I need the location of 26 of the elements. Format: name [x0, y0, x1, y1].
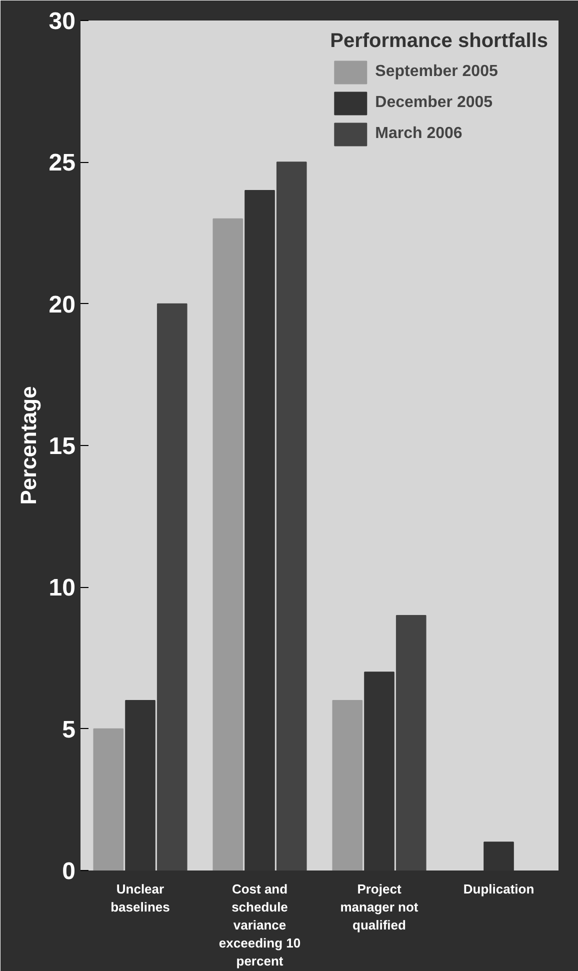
legend-title: Performance shortfalls — [330, 30, 548, 53]
y-tick-label: 25 — [48, 150, 76, 177]
y-tick-label: 15 — [48, 433, 76, 460]
y-tick-label: 30 — [48, 8, 76, 35]
bar — [332, 700, 363, 870]
bar — [212, 218, 244, 870]
x-tick-label: Duplication — [463, 882, 534, 896]
legend-label: March 2006 — [375, 125, 462, 143]
legend-label: September 2005 — [375, 63, 498, 81]
bar — [484, 842, 514, 870]
y-tick-label: 10 — [48, 574, 76, 602]
y-axis-title: Percentage — [16, 386, 41, 505]
y-tick-label: 5 — [62, 716, 76, 744]
y-tick-label: 0 — [62, 858, 76, 885]
legend-label: December 2005 — [375, 94, 493, 112]
bar — [276, 162, 307, 870]
bar — [93, 728, 124, 870]
x-tick-label: Unclear baselines — [110, 882, 170, 914]
bar — [364, 672, 394, 870]
y-tick-label: 20 — [48, 291, 76, 318]
x-tick-label: Project manager not qualified — [340, 882, 419, 932]
bar — [396, 615, 426, 870]
bar — [156, 303, 188, 870]
bar — [125, 700, 156, 870]
x-tick-label: Cost and schedule variance exceeding 10 percent — [218, 882, 301, 968]
bar — [244, 190, 275, 870]
